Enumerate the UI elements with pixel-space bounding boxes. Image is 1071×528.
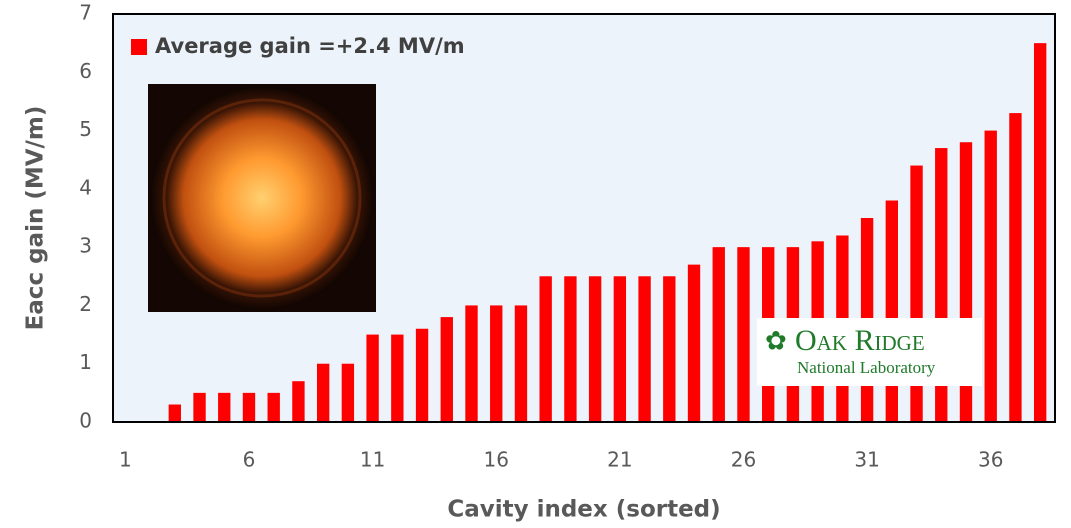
y-tick-label: 7 <box>79 1 92 25</box>
x-tick-label: 21 <box>607 448 632 472</box>
bar <box>688 265 700 422</box>
bar <box>1009 113 1021 422</box>
x-tick-label: 31 <box>854 448 879 472</box>
bar <box>1034 43 1046 422</box>
bar <box>366 335 378 422</box>
logo-leaf: ✿ <box>765 327 787 357</box>
bar <box>342 364 354 422</box>
y-tick-label: 4 <box>79 175 92 199</box>
bar <box>465 305 477 422</box>
bar <box>243 393 255 422</box>
bar <box>589 276 601 422</box>
legend-label: Average gain =+2.4 MV/m <box>155 34 465 58</box>
x-tick-label: 36 <box>978 448 1003 472</box>
x-tick-label: 16 <box>484 448 509 472</box>
bar <box>218 393 230 422</box>
bar <box>539 276 551 422</box>
bar <box>515 305 527 422</box>
bar <box>663 276 675 422</box>
bar <box>193 393 205 422</box>
bar <box>391 335 403 422</box>
y-tick-label: 5 <box>79 117 92 141</box>
x-tick-label: 11 <box>360 448 385 472</box>
cavity-glow <box>150 86 374 310</box>
bar <box>737 247 749 422</box>
bar <box>292 381 304 422</box>
y-tick-label: 1 <box>79 350 92 374</box>
logo-subtitle: National Laboratory <box>797 358 936 377</box>
y-tick-label: 3 <box>79 234 92 258</box>
y-tick-label: 2 <box>79 292 92 316</box>
bar <box>268 393 280 422</box>
bar <box>169 405 181 422</box>
bar <box>985 131 997 422</box>
x-tick-label: 26 <box>731 448 756 472</box>
bar <box>416 329 428 422</box>
bar <box>441 317 453 422</box>
bar <box>490 305 502 422</box>
y-tick-label: 6 <box>79 59 92 83</box>
bar <box>317 364 329 422</box>
bar <box>886 201 898 422</box>
bar <box>638 276 650 422</box>
x-axis-label: Cavity index (sorted) <box>447 497 720 523</box>
bar <box>614 276 626 422</box>
y-tick-label: 0 <box>79 409 92 433</box>
x-tick-label: 6 <box>243 448 256 472</box>
chart: ✿ Oak Ridge National Laboratory Average … <box>0 0 1071 528</box>
bar <box>713 247 725 422</box>
bar <box>564 276 576 422</box>
x-tick-label: 1 <box>119 448 132 472</box>
logo-name: Oak Ridge <box>795 324 925 357</box>
legend-swatch <box>131 39 147 55</box>
y-axis-label: Eacc gain (MV/m) <box>23 106 49 331</box>
